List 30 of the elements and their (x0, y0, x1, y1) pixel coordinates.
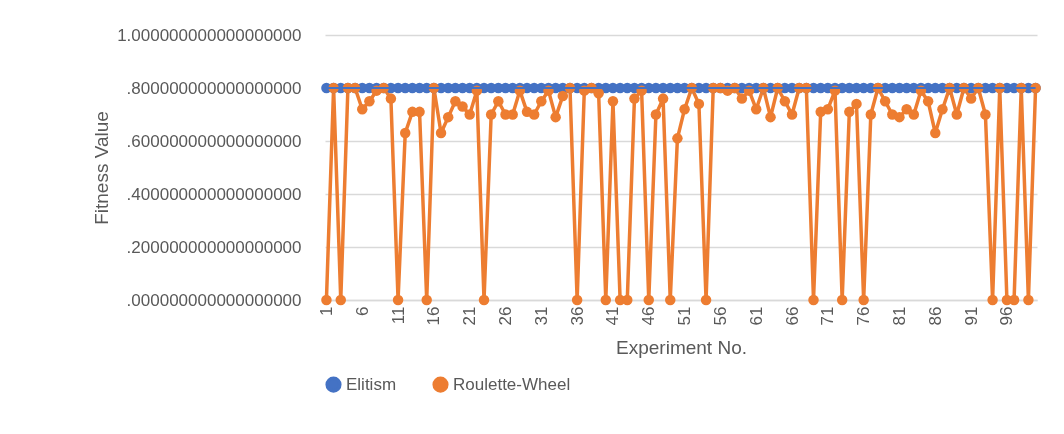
x-tick-label: 61 (746, 306, 766, 326)
x-axis-title: Experiment No. (616, 337, 747, 359)
x-tick-label: 26 (496, 306, 516, 326)
y-tick-label: .800000000000000000 (126, 78, 302, 98)
x-tick-label: 96 (997, 306, 1017, 326)
x-tick-label: 16 (424, 306, 444, 326)
y-tick-label: .600000000000000000 (126, 131, 302, 151)
x-tick-label: 76 (854, 306, 874, 326)
x-tick-label: 41 (603, 306, 623, 326)
x-tick-label: 81 (889, 306, 909, 326)
x-tick-label: 1 (316, 306, 336, 316)
y-tick-label: .200000000000000000 (126, 237, 302, 257)
y-tick-label: 1.000000000000000000 (117, 25, 302, 45)
x-tick-label: 6 (352, 306, 372, 316)
x-tick-label: 66 (782, 306, 802, 326)
x-tick-label: 56 (710, 306, 730, 326)
y-axis-title: Fitness Value (90, 111, 112, 225)
x-tick-label: 11 (388, 306, 408, 325)
y-tick-label: .000000000000000000 (126, 290, 302, 310)
x-tick-label: 46 (639, 306, 659, 326)
legend-label: Elitism (346, 374, 397, 394)
x-tick-label: 71 (818, 306, 838, 326)
legend-label: Roulette-Wheel (453, 374, 571, 394)
y-tick-label: .400000000000000000 (126, 184, 302, 204)
x-tick-label: 31 (531, 306, 551, 326)
x-tick-label: 36 (567, 306, 587, 326)
x-tick-label: 51 (675, 306, 695, 326)
x-tick-label: 21 (460, 306, 480, 326)
x-tick-label: 91 (961, 306, 981, 326)
x-tick-label: 86 (925, 306, 945, 326)
